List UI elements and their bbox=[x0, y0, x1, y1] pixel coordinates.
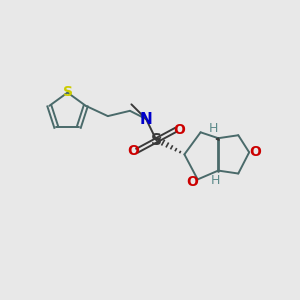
Text: O: O bbox=[249, 145, 261, 159]
Text: O: O bbox=[128, 144, 140, 158]
Text: N: N bbox=[140, 112, 152, 127]
Text: O: O bbox=[186, 175, 198, 189]
Text: O: O bbox=[173, 123, 185, 137]
Text: S: S bbox=[63, 85, 73, 99]
Text: H: H bbox=[209, 122, 218, 135]
Text: S: S bbox=[151, 133, 162, 148]
Text: H: H bbox=[211, 173, 220, 187]
Polygon shape bbox=[216, 138, 219, 140]
